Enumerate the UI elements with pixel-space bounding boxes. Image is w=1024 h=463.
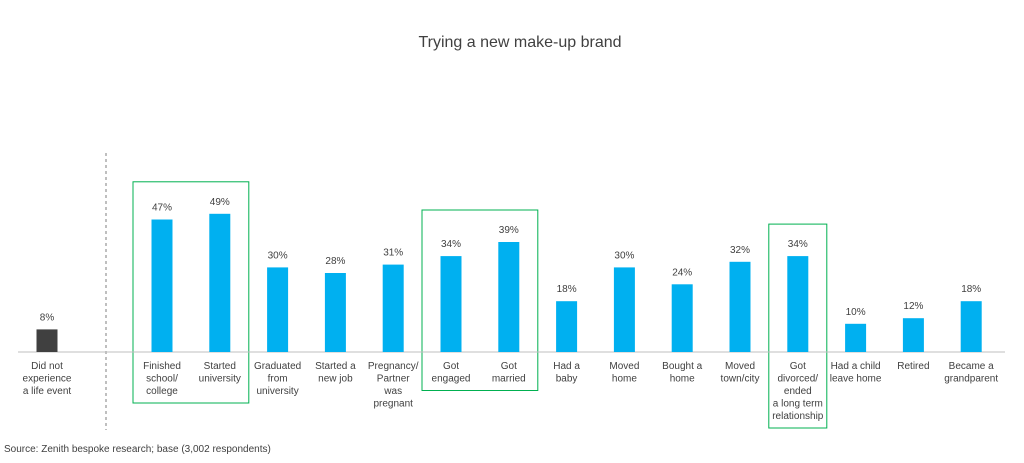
bar-8 (556, 301, 578, 352)
category-label-line: Had a child (831, 361, 881, 372)
category-label-line: Had a (553, 361, 580, 372)
bar-10 (671, 284, 693, 352)
category-label-line: Started (204, 361, 236, 372)
value-label-13: 10% (846, 307, 866, 318)
category-label-0: Did not experience a life event (23, 361, 72, 397)
highlight-box-0 (132, 181, 250, 404)
category-label-line: Finished (143, 361, 181, 372)
bar-1 (151, 219, 173, 352)
value-label-6: 34% (441, 239, 461, 250)
bar-5 (382, 264, 404, 352)
category-label-line: home (670, 374, 695, 385)
category-label-line: Partner (377, 374, 410, 385)
category-label-line: Got (790, 361, 806, 372)
category-label-5: Pregnancy/Partner was pregnant (368, 361, 419, 410)
category-label-line: Got (443, 361, 459, 372)
highlight-boxes (132, 181, 828, 429)
value-label-9: 30% (614, 250, 634, 261)
category-label-line: school/ (146, 374, 178, 385)
category-label-line: Moved (609, 361, 639, 372)
category-label-15: Became a grandparent (944, 361, 998, 385)
category-label-10: Bought a home (662, 361, 702, 385)
category-label-line: a long term (773, 399, 823, 410)
category-label-line: Bought a (662, 361, 702, 372)
value-label-0: 8% (40, 312, 55, 323)
bar-0 (36, 329, 58, 352)
bar-11 (729, 261, 751, 352)
category-label-9: Moved home (609, 361, 639, 385)
value-label-5: 31% (383, 248, 403, 259)
value-label-2: 49% (210, 197, 230, 208)
category-label-line: town/city (721, 374, 760, 385)
bar-9 (613, 267, 635, 352)
category-label-line: pregnant (373, 399, 413, 410)
category-label-line: married (492, 374, 526, 385)
bar-15 (960, 301, 982, 352)
category-label-2: Started university (199, 361, 241, 385)
category-label-line: a life event (23, 386, 72, 397)
category-label-7: Got married (492, 361, 526, 385)
category-label-4: Started a new job (315, 361, 356, 385)
category-label-line: new job (318, 374, 353, 385)
value-label-4: 28% (325, 256, 345, 267)
bar-14 (902, 318, 924, 352)
value-labels: 8% 47% 49% 30% 28% 31% 34% 39% 18% 30% 24% 32% 34% 10… (40, 197, 982, 324)
category-label-line: college (146, 386, 178, 397)
value-label-14: 12% (903, 301, 923, 312)
highlight-box-1 (421, 209, 539, 391)
category-label-line: experience (23, 374, 72, 385)
category-label-line: leave home (830, 374, 882, 385)
category-label-line: Got (501, 361, 517, 372)
bar-7 (498, 242, 520, 352)
category-label-line: baby (556, 374, 578, 385)
value-label-12: 34% (788, 239, 808, 250)
bar-3 (267, 267, 289, 352)
category-label-line: university (256, 386, 298, 397)
category-label-1: Finished school/college (143, 361, 181, 397)
category-label-line: ended (784, 386, 812, 397)
category-label-line: Did not (31, 361, 63, 372)
source-note: Source: Zenith bespoke research; base (3… (4, 444, 271, 455)
bar-6 (440, 256, 462, 352)
bar-4 (324, 273, 346, 352)
bars (36, 213, 982, 352)
category-label-line: home (612, 374, 637, 385)
category-label-3: Graduated from university (254, 361, 301, 397)
category-label-line: from (268, 374, 288, 385)
category-label-line: grandparent (944, 374, 998, 385)
value-label-1: 47% (152, 203, 172, 214)
category-label-13: Had a child leave home (830, 361, 882, 385)
value-label-3: 30% (268, 250, 288, 261)
category-label-12: Got divorced/ended a long term relationship (772, 361, 824, 422)
category-label-line: university (199, 374, 241, 385)
category-label-line: Moved (725, 361, 755, 372)
value-label-15: 18% (961, 284, 981, 295)
bar-12 (787, 256, 809, 352)
category-label-line: relationship (772, 411, 824, 422)
category-label-line: Pregnancy/ (368, 361, 419, 372)
chart-title: Trying a new make-up brand (418, 34, 622, 51)
bar-13 (845, 323, 867, 352)
category-label-line: Started a (315, 361, 356, 372)
category-label-14: Retired (897, 361, 929, 372)
bar-2 (209, 213, 231, 352)
category-label-line: Retired (897, 361, 929, 372)
category-label-11: Moved town/city (721, 361, 760, 385)
category-label-6: Got engaged (432, 361, 471, 385)
highlight-box-2 (768, 223, 828, 429)
category-label-8: Had a baby (553, 361, 580, 385)
value-label-8: 18% (557, 284, 577, 295)
category-label-line: Became a (949, 361, 994, 372)
category-labels: Did not experience a life event Finished sch… (23, 361, 999, 422)
value-label-10: 24% (672, 267, 692, 278)
category-label-line: engaged (432, 374, 471, 385)
category-label-line: Graduated (254, 361, 301, 372)
category-label-line: was (383, 386, 402, 397)
value-label-11: 32% (730, 245, 750, 256)
value-label-7: 39% (499, 225, 519, 236)
category-label-line: divorced/ (778, 374, 819, 385)
